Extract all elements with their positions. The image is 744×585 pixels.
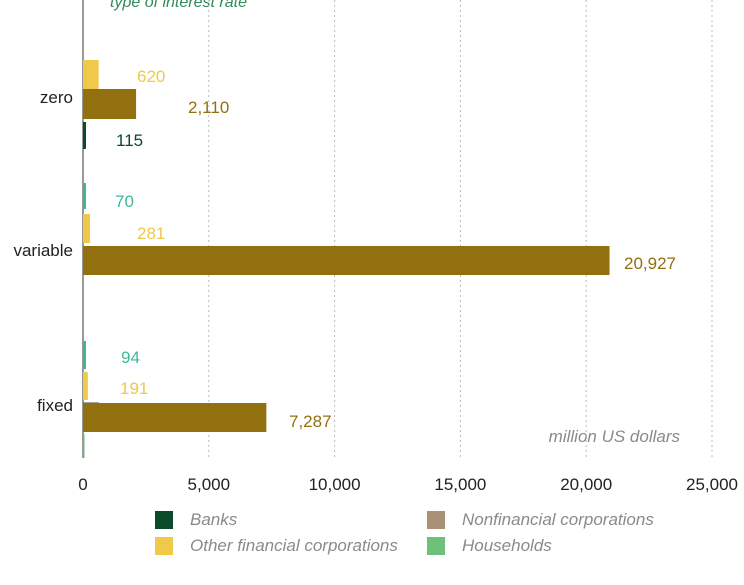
bar-other-financial-corporations — [83, 60, 99, 89]
data-label-nonfinancial-corporations: 20,927 — [624, 254, 676, 273]
legend-swatch-other-financial-corporations — [155, 537, 173, 555]
legend-item-households: Households — [427, 536, 552, 556]
bar-nonfinancial-corporations — [83, 89, 137, 119]
legend-label-other-financial-corporations: Other financial corporations — [190, 536, 398, 555]
category-label: variable — [13, 241, 73, 260]
bar-nonfinancial-corporations — [83, 403, 267, 432]
legend-swatch-nonfinancial-corporations — [427, 511, 445, 529]
data-label-nonfinancial-corporations: 2,110 — [188, 98, 229, 117]
legend: Banks Nonfinancial corporations Other fi… — [155, 510, 715, 585]
bar-other-financial-corporations — [83, 214, 91, 243]
x-tick-label: 20,000 — [560, 475, 612, 494]
legend-item-banks: Banks — [155, 510, 237, 530]
category-label: zero — [40, 88, 73, 107]
bar-households — [83, 341, 86, 369]
legend-swatch-banks — [155, 511, 173, 529]
bar-chart: type of interest rate million US dollars… — [13, 0, 738, 494]
x-tick-label: 10,000 — [309, 475, 361, 494]
data-label-other-financial-corporations: 191 — [120, 379, 148, 398]
data-label-banks: 115 — [116, 131, 143, 150]
legend-label-nonfinancial-corporations: Nonfinancial corporations — [462, 510, 654, 529]
x-tick-label: 5,000 — [188, 475, 231, 494]
category-label: fixed — [37, 396, 73, 415]
bar-banks — [83, 122, 86, 149]
bar-other-financial-corporations — [83, 372, 88, 400]
data-label-nonfinancial-corporations: 7,287 — [289, 412, 332, 431]
bar-households — [83, 183, 86, 209]
legend-label-households: Households — [462, 536, 552, 555]
data-label-other-financial-corporations: 620 — [137, 67, 165, 86]
legend-swatch-households — [427, 537, 445, 555]
data-label-households: 94 — [121, 348, 140, 367]
data-label-households: 70 — [115, 192, 134, 211]
chart-title: type of interest rate — [110, 0, 247, 11]
unit-note: million US dollars — [549, 427, 681, 446]
x-tick-label: 15,000 — [434, 475, 486, 494]
x-tick-label: 0 — [78, 475, 87, 494]
x-tick-label: 25,000 — [686, 475, 738, 494]
bar-nonfinancial-corporations — [83, 246, 610, 275]
legend-label-banks: Banks — [190, 510, 238, 529]
legend-item-nonfinancial-corporations: Nonfinancial corporations — [427, 510, 654, 530]
bar-households-sliver — [83, 434, 85, 458]
legend-item-other-financial-corporations: Other financial corporations — [155, 536, 398, 556]
data-label-other-financial-corporations: 281 — [137, 224, 165, 243]
